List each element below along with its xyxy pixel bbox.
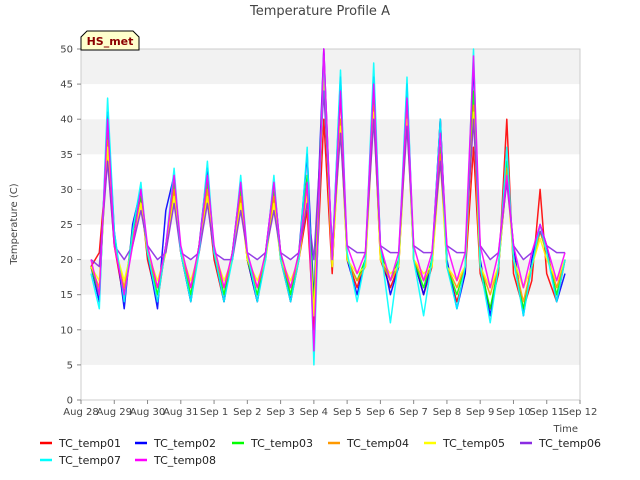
legend-item-tc-temp01: TC_temp01 bbox=[40, 437, 121, 450]
legend-item-tc-temp06: TC_temp06 bbox=[520, 437, 601, 450]
legend: TC_temp01 TC_temp02 TC_temp03 TC_temp04 TC_t… bbox=[40, 437, 601, 467]
grid-band bbox=[81, 154, 580, 190]
y-tick-label: 35 bbox=[60, 150, 73, 161]
legend-item-tc-temp02: TC_temp02 bbox=[135, 437, 216, 450]
x-tick-label: Sep 10 bbox=[496, 407, 531, 418]
y-tick-label: 40 bbox=[60, 115, 73, 126]
x-tick-label: Aug 30 bbox=[130, 407, 165, 418]
series-line-tc-temp08 bbox=[90, 48, 566, 352]
grid-band bbox=[81, 294, 580, 330]
grid-band bbox=[81, 364, 580, 400]
legend-item-tc-temp05: TC_temp05 bbox=[424, 437, 505, 450]
legend-label: TC_temp03 bbox=[250, 437, 313, 450]
x-tick-label: Sep 4 bbox=[300, 407, 328, 418]
grid-band bbox=[81, 119, 580, 155]
legend-label: TC_temp07 bbox=[58, 454, 121, 467]
grid-band bbox=[81, 329, 580, 365]
x-tick-label: Sep 5 bbox=[333, 407, 361, 418]
station-badge: HS_met bbox=[80, 30, 140, 51]
x-tick-label: Sep 2 bbox=[233, 407, 261, 418]
x-tick-label: Sep 7 bbox=[399, 407, 427, 418]
legend-item-tc-temp07: TC_temp07 bbox=[40, 454, 121, 467]
legend-label: TC_temp01 bbox=[58, 437, 121, 450]
x-tick-label: Sep 8 bbox=[433, 407, 461, 418]
chart-title: Temperature Profile A bbox=[249, 4, 390, 19]
y-tick-label: 25 bbox=[60, 220, 73, 231]
legend-label: TC_temp05 bbox=[442, 437, 505, 450]
y-axis-ticks: 0 5 10 15 20 25 30 35 40 45 50 bbox=[60, 45, 81, 407]
y-tick-label: 45 bbox=[60, 80, 73, 91]
grid-band bbox=[81, 49, 580, 85]
x-tick-label: Sep 1 bbox=[200, 407, 228, 418]
y-tick-label: 30 bbox=[60, 185, 73, 196]
x-tick-label: Sep 3 bbox=[266, 407, 294, 418]
legend-item-tc-temp08: TC_temp08 bbox=[135, 454, 216, 467]
badge-label: HS_met bbox=[87, 35, 134, 48]
legend-item-tc-temp03: TC_temp03 bbox=[232, 437, 313, 450]
legend-item-tc-temp04: TC_temp04 bbox=[328, 437, 409, 450]
y-tick-label: 5 bbox=[67, 360, 73, 371]
legend-label: TC_temp04 bbox=[346, 437, 409, 450]
x-tick-label: Sep 12 bbox=[563, 407, 598, 418]
badge-shape bbox=[80, 30, 140, 51]
y-tick-label: 15 bbox=[60, 290, 73, 301]
y-tick-label: 10 bbox=[60, 325, 73, 336]
y-tick-label: 20 bbox=[60, 255, 73, 266]
x-axis-label: Time bbox=[553, 424, 578, 435]
x-tick-label: Aug 31 bbox=[163, 407, 198, 418]
y-tick-label: 50 bbox=[60, 45, 73, 56]
x-tick-label: Sep 6 bbox=[366, 407, 394, 418]
legend-label: TC_temp08 bbox=[153, 454, 216, 467]
x-tick-label: Aug 28 bbox=[63, 407, 98, 418]
legend-label: TC_temp06 bbox=[538, 437, 601, 450]
x-tick-label: Aug 29 bbox=[97, 407, 132, 418]
x-tick-label: Sep 9 bbox=[466, 407, 494, 418]
grid-band bbox=[81, 84, 580, 120]
legend-label: TC_temp02 bbox=[153, 437, 216, 450]
y-axis-label: Temperature (C) bbox=[9, 183, 20, 265]
x-tick-label: Sep 11 bbox=[529, 407, 564, 418]
y-tick-label: 0 bbox=[67, 396, 73, 407]
series-lines bbox=[90, 48, 566, 366]
